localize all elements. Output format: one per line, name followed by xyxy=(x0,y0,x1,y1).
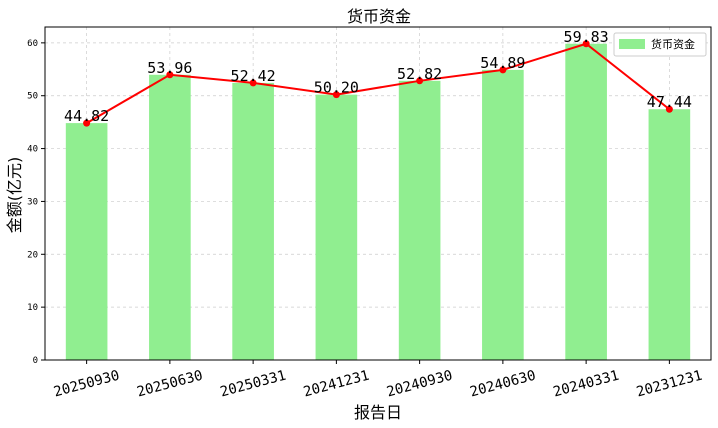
legend-box xyxy=(613,32,707,57)
data-label: 52.82 xyxy=(397,65,442,83)
y-tick-label: 30 xyxy=(27,197,38,207)
x-tick-label: 20250930 xyxy=(52,368,121,401)
bar xyxy=(315,94,358,361)
line-point xyxy=(249,79,257,87)
legend-swatch xyxy=(619,39,645,49)
bar xyxy=(482,69,524,361)
x-tick-label: 20231231 xyxy=(635,368,704,401)
x-tick-label: 20250331 xyxy=(218,368,287,401)
y-axis: 0 10 20 30 40 50 60 xyxy=(27,39,45,366)
bar xyxy=(65,123,108,360)
line-layer xyxy=(83,40,673,127)
line-point xyxy=(582,40,590,48)
chart-title: 货币资金 xyxy=(347,7,411,26)
grid-layer xyxy=(45,27,711,361)
x-tick-label: 20240630 xyxy=(468,368,537,401)
data-label: 53.96 xyxy=(147,59,192,77)
plot-frame xyxy=(44,26,712,361)
y-tick-label: 60 xyxy=(27,39,38,49)
y-tick-label: 0 xyxy=(33,356,38,366)
line-point xyxy=(665,105,673,113)
bars-layer xyxy=(65,43,691,361)
x-tick-label: 20241231 xyxy=(302,368,371,401)
bar xyxy=(149,74,191,360)
bar xyxy=(648,109,691,360)
line-point xyxy=(166,71,174,79)
bar xyxy=(232,82,274,361)
x-tick-label: 20250630 xyxy=(135,368,204,401)
x-tick-label: 20240930 xyxy=(385,368,454,401)
y-tick-label: 10 xyxy=(27,303,38,313)
y-tick-label: 20 xyxy=(27,250,38,260)
data-label: 44.82 xyxy=(64,107,109,125)
series-line xyxy=(86,42,670,124)
legend-label: 货币资金 xyxy=(651,37,695,51)
data-label: 52.42 xyxy=(231,67,276,85)
y-axis-label: 金额(亿元) xyxy=(5,157,24,234)
data-label: 47.44 xyxy=(647,93,692,111)
line-point xyxy=(416,77,424,85)
x-tick-label: 20240331 xyxy=(551,368,620,401)
labels-layer: 44.82 53.96 52.42 50.20 52.82 54.89 59.83 47.44 xyxy=(64,28,692,125)
data-label: 50.20 xyxy=(314,79,359,97)
data-label: 54.89 xyxy=(480,54,525,72)
bar xyxy=(398,80,441,361)
y-tick-label: 40 xyxy=(27,145,38,155)
data-label: 59.83 xyxy=(564,28,609,46)
x-axis-label: 报告日 xyxy=(354,403,402,422)
legend: 货币资金 xyxy=(613,32,707,57)
line-point xyxy=(83,119,91,127)
y-tick-label: 50 xyxy=(27,92,38,102)
line-point xyxy=(332,91,340,99)
line-point xyxy=(499,66,507,74)
bar xyxy=(565,43,607,361)
x-axis: 20250930 20250630 20250331 20241231 20240930… xyxy=(52,360,704,400)
